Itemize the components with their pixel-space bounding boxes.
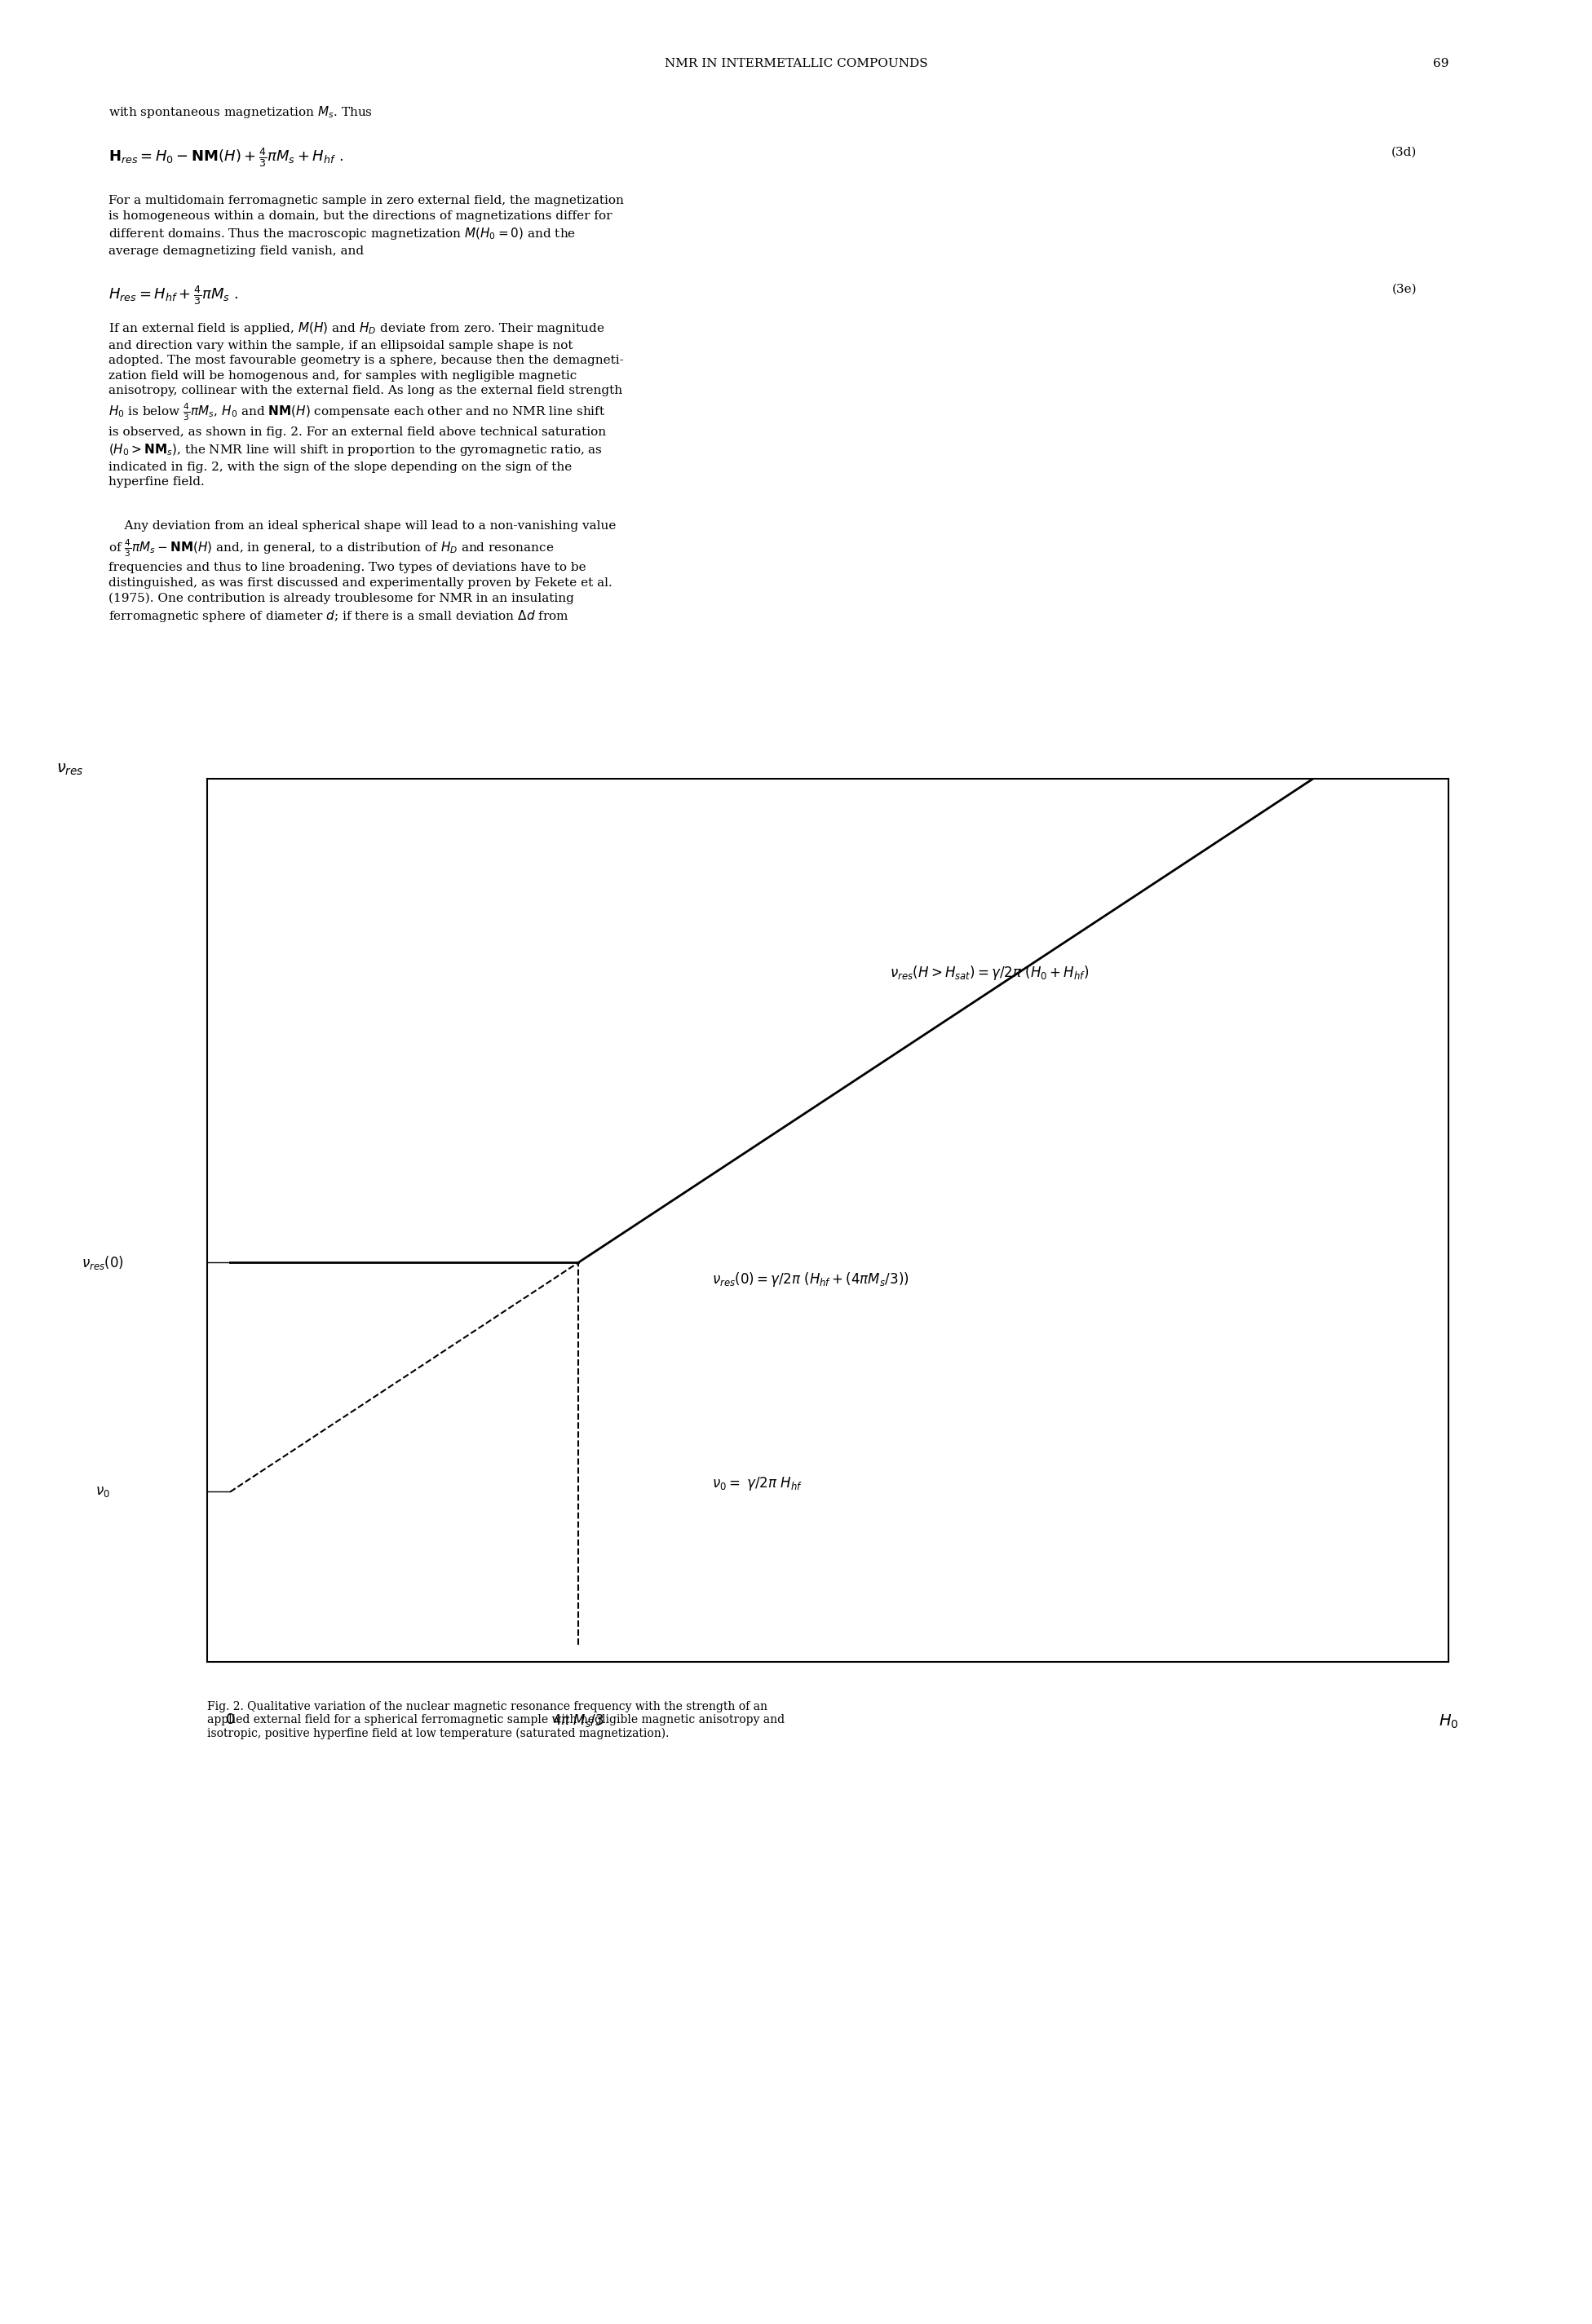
- Text: (3e): (3e): [1391, 284, 1417, 295]
- Text: $\nu_{res}(0)$: $\nu_{res}(0)$: [81, 1255, 124, 1271]
- Text: 69: 69: [1433, 58, 1449, 70]
- Text: $H_0$: $H_0$: [1439, 1713, 1458, 1729]
- Text: Fig. 2. Qualitative variation of the nuclear magnetic resonance frequency with t: Fig. 2. Qualitative variation of the nuc…: [207, 1701, 785, 1738]
- Text: For a multidomain ferromagnetic sample in zero external field, the magnetization: For a multidomain ferromagnetic sample i…: [108, 195, 624, 256]
- Text: $\nu_0$: $\nu_0$: [96, 1485, 110, 1499]
- Text: $\nu_{res}(H > H_{sat}) = \gamma/2\pi\ (H_0 + H_{hf})$: $\nu_{res}(H > H_{sat}) = \gamma/2\pi\ (…: [890, 964, 1089, 981]
- Text: $\nu_0 = \ \gamma/2\pi\ H_{hf}$: $\nu_0 = \ \gamma/2\pi\ H_{hf}$: [712, 1476, 802, 1492]
- Text: with spontaneous magnetization $M_s$. Thus: with spontaneous magnetization $M_s$. Th…: [108, 105, 373, 121]
- Text: $H_{res} = H_{hf} + \frac{4}{3}\pi M_s\ .$: $H_{res} = H_{hf} + \frac{4}{3}\pi M_s\ …: [108, 284, 239, 307]
- Text: Any deviation from an ideal spherical shape will lead to a non-vanishing value
o: Any deviation from an ideal spherical sh…: [108, 521, 616, 623]
- Text: $0$: $0$: [224, 1713, 236, 1727]
- Text: $\nu_{res}$: $\nu_{res}$: [57, 762, 84, 776]
- Text: If an external field is applied, $M(H)$ and $H_D$ deviate from zero. Their magni: If an external field is applied, $M(H)$ …: [108, 321, 624, 488]
- Text: (3d): (3d): [1391, 146, 1417, 158]
- Text: $4\pi\ M_s/3$: $4\pi\ M_s/3$: [552, 1713, 605, 1729]
- Text: $\mathbf{H}_{res} = H_0 - \mathbf{NM}(H) + \frac{4}{3}\pi M_s + H_{hf}\ .$: $\mathbf{H}_{res} = H_0 - \mathbf{NM}(H)…: [108, 146, 344, 170]
- Text: NMR IN INTERMETALLIC COMPOUNDS: NMR IN INTERMETALLIC COMPOUNDS: [664, 58, 928, 70]
- Text: $\nu_{res}(0) = \gamma/2\pi\ (H_{hf} + (4\pi M_s/3))$: $\nu_{res}(0) = \gamma/2\pi\ (H_{hf} + (…: [712, 1271, 909, 1287]
